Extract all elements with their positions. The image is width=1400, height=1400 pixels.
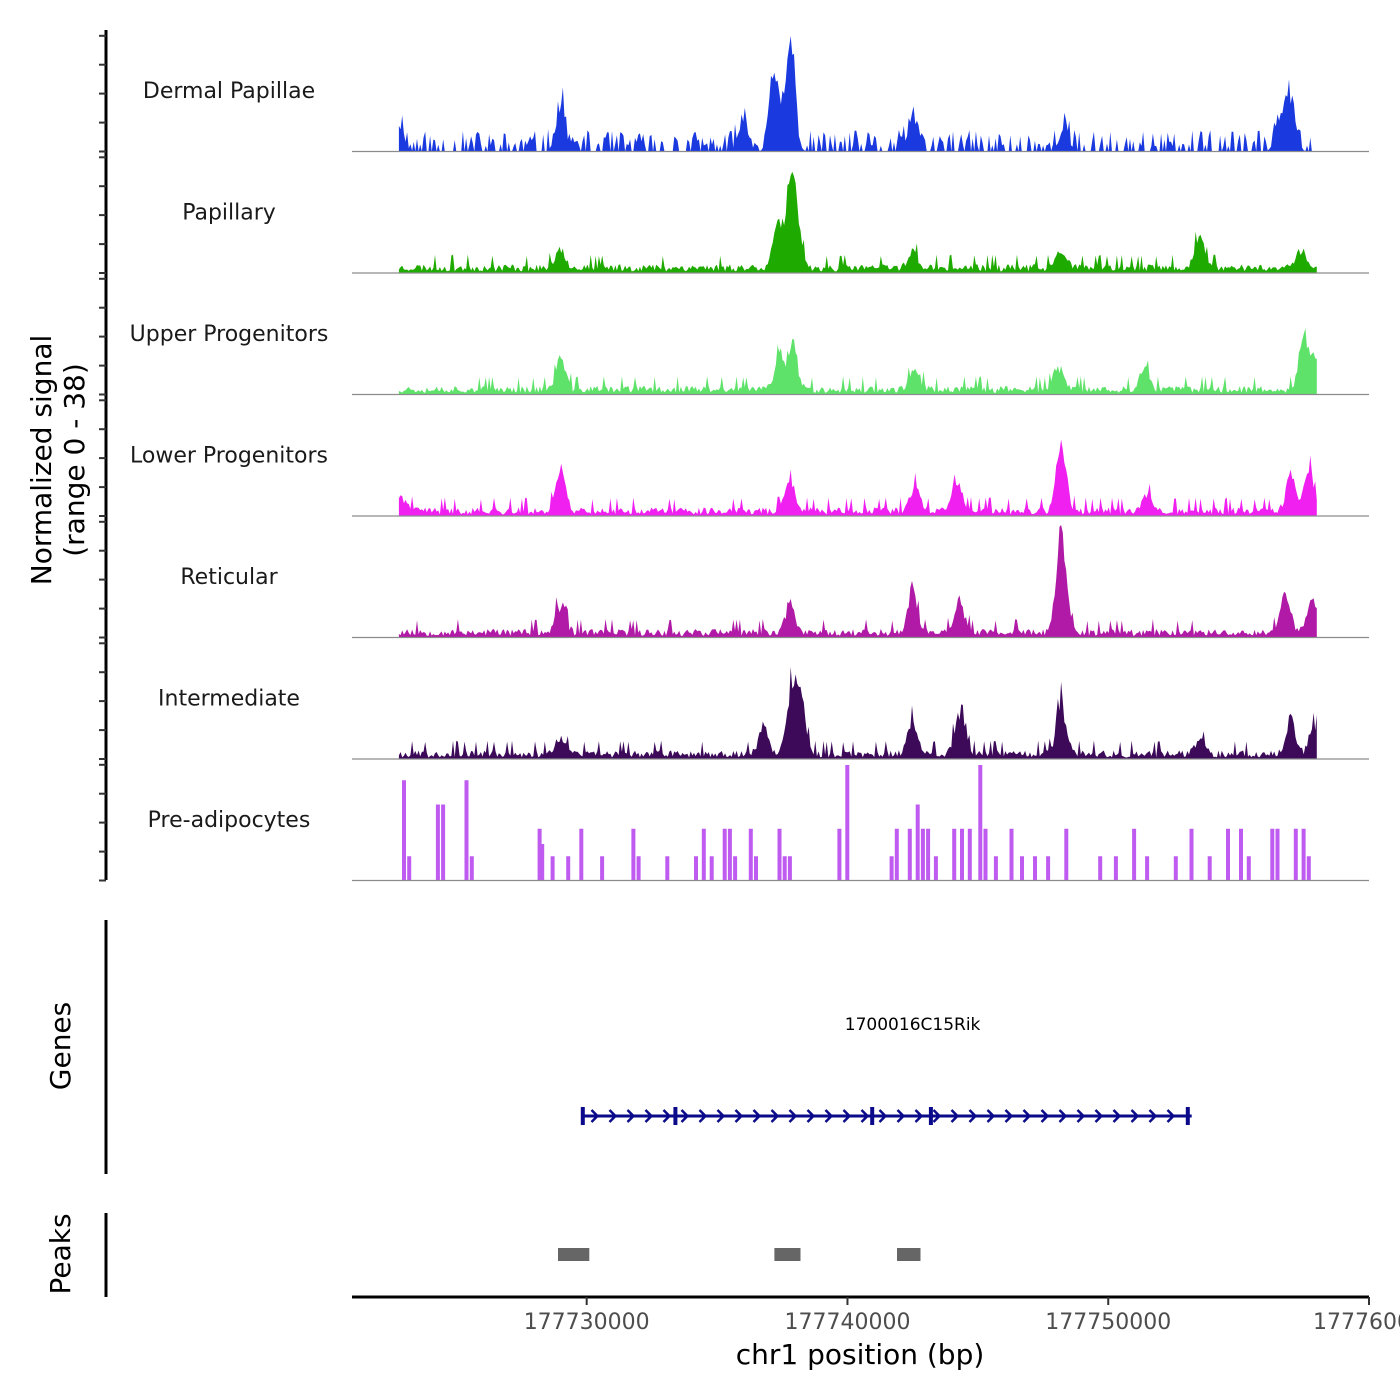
signal-y-axis bbox=[99, 30, 108, 882]
strand-arrow bbox=[1148, 1109, 1158, 1123]
peak-track bbox=[558, 1248, 921, 1261]
coverage-area-track-6 bbox=[398, 765, 1317, 881]
strand-arrow bbox=[662, 1109, 672, 1123]
coverage-tracks bbox=[352, 36, 1369, 882]
y-axis-subtitle: (range 0 - 38) bbox=[58, 363, 91, 557]
track-label: Intermediate bbox=[158, 687, 300, 712]
coverage-area-track-0 bbox=[398, 36, 1317, 152]
strand-arrow bbox=[914, 1109, 924, 1123]
strand-arrow bbox=[896, 1109, 906, 1123]
coverage-area-track-1 bbox=[398, 171, 1317, 273]
strand-arrow bbox=[1094, 1109, 1104, 1123]
strand-arrow bbox=[1112, 1109, 1122, 1123]
track-labels: Dermal Papillae Papillary Upper Progenitor… bbox=[130, 79, 329, 833]
strand-arrow bbox=[860, 1109, 870, 1123]
x-axis-title: chr1 position (bp) bbox=[736, 1338, 985, 1371]
strand-arrow bbox=[752, 1109, 762, 1123]
strand-arrow bbox=[824, 1109, 834, 1123]
x-axis: 177730000 177740000 177750000 17776000 bbox=[524, 1297, 1400, 1335]
strand-arrow bbox=[626, 1109, 636, 1123]
track-label: Dermal Papillae bbox=[143, 79, 315, 104]
gene-track: 1700016C15Rik bbox=[580, 1015, 1192, 1125]
strand-arrow bbox=[734, 1109, 744, 1123]
strand-arrow bbox=[1040, 1109, 1050, 1123]
strand-arrow bbox=[644, 1109, 654, 1123]
y-axis-title: Normalized signal bbox=[25, 335, 58, 586]
exon-mark bbox=[870, 1107, 875, 1125]
exon-mark bbox=[580, 1107, 585, 1125]
strand-arrow bbox=[950, 1109, 960, 1123]
coverage-area-track-3 bbox=[398, 439, 1317, 516]
strand-arrow bbox=[1004, 1109, 1014, 1123]
gene-name-label: 1700016C15Rik bbox=[845, 1015, 981, 1035]
strand-arrow bbox=[1130, 1109, 1140, 1123]
strand-arrow bbox=[968, 1109, 978, 1123]
track-label: Upper Progenitors bbox=[130, 322, 329, 347]
strand-arrow bbox=[878, 1109, 888, 1123]
strand-arrow bbox=[680, 1109, 690, 1123]
strand-arrow bbox=[806, 1109, 816, 1123]
coverage-area-track-2 bbox=[398, 328, 1317, 395]
strand-arrow bbox=[1022, 1109, 1032, 1123]
exon-mark bbox=[1185, 1107, 1190, 1125]
strand-arrow bbox=[1076, 1109, 1086, 1123]
x-tick-label: 177750000 bbox=[1045, 1310, 1171, 1335]
strand-arrow bbox=[842, 1109, 852, 1123]
strand-arrow bbox=[986, 1109, 996, 1123]
coverage-area-track-5 bbox=[398, 666, 1317, 759]
strand-arrow bbox=[608, 1109, 618, 1123]
x-tick-label: 177740000 bbox=[784, 1310, 910, 1335]
strand-arrow bbox=[698, 1109, 708, 1123]
peak-region bbox=[774, 1248, 801, 1261]
exon-mark bbox=[928, 1107, 933, 1125]
x-tick-label: 177730000 bbox=[524, 1310, 650, 1335]
strand-arrow bbox=[1166, 1109, 1176, 1123]
track-label: Pre-adipocytes bbox=[148, 808, 311, 833]
peaks-panel-title: Peaks bbox=[44, 1213, 77, 1294]
strand-arrow bbox=[716, 1109, 726, 1123]
genes-panel-title: Genes bbox=[44, 1002, 77, 1090]
strand-arrow bbox=[788, 1109, 798, 1123]
exon-mark bbox=[673, 1107, 678, 1125]
coverage-area-track-4 bbox=[398, 525, 1317, 638]
strand-arrow bbox=[932, 1109, 942, 1123]
track-label: Papillary bbox=[182, 201, 276, 226]
peak-region bbox=[897, 1248, 921, 1261]
strand-arrow bbox=[770, 1109, 780, 1123]
peak-region bbox=[558, 1248, 590, 1261]
track-label: Lower Progenitors bbox=[130, 444, 328, 469]
strand-arrow bbox=[590, 1109, 600, 1123]
track-label: Reticular bbox=[180, 565, 278, 590]
strand-arrow bbox=[1058, 1109, 1068, 1123]
x-tick-label: 17776000 bbox=[1313, 1310, 1400, 1335]
